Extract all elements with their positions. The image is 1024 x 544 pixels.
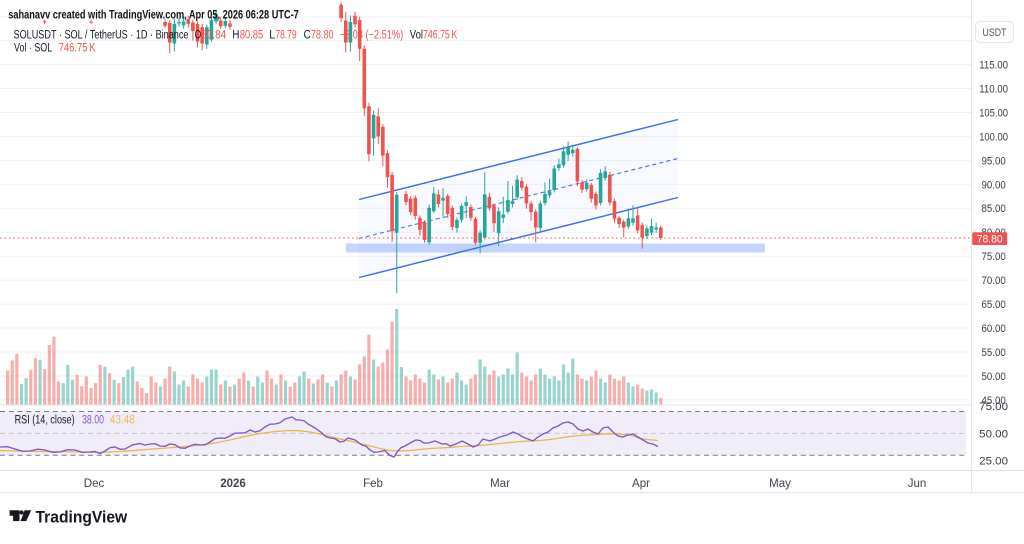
svg-text:60.00: 60.00: [982, 323, 1006, 335]
svg-text:65.00: 65.00: [982, 299, 1006, 311]
svg-text:43.48: 43.48: [110, 414, 135, 426]
svg-text:L: L: [269, 30, 275, 42]
svg-text:70.00: 70.00: [982, 275, 1006, 287]
svg-text:45.00: 45.00: [982, 395, 1006, 407]
svg-text:Vol: Vol: [410, 30, 423, 42]
svg-text:Feb: Feb: [363, 478, 383, 490]
svg-text:90.00: 90.00: [982, 179, 1006, 191]
svg-text:25.00: 25.00: [979, 456, 1008, 468]
svg-text:115.00: 115.00: [979, 60, 1008, 72]
svg-text:sahanavv created with TradingV: sahanavv created with TradingView.com, A…: [8, 8, 299, 22]
svg-text:−2.03 (−2.51%): −2.03 (−2.51%): [340, 30, 404, 42]
svg-text:746.75 K: 746.75 K: [59, 42, 96, 54]
svg-text:55.00: 55.00: [982, 347, 1006, 359]
svg-text:O: O: [195, 30, 202, 42]
svg-text:95.00: 95.00: [982, 155, 1006, 167]
svg-text:746.75 K: 746.75 K: [423, 30, 458, 42]
svg-text:Apr: Apr: [632, 478, 650, 490]
svg-text:38.00: 38.00: [82, 414, 104, 426]
svg-text:C: C: [304, 30, 311, 42]
svg-text:Mar: Mar: [490, 478, 510, 490]
svg-text:75.00: 75.00: [979, 401, 1008, 413]
svg-text:50.00: 50.00: [982, 371, 1006, 383]
svg-text:Dec: Dec: [84, 478, 105, 490]
svg-text:SOLUSDT · SOL / TetherUS · 1D: SOLUSDT · SOL / TetherUS · 1D · Binance: [14, 30, 189, 42]
svg-text:78.80: 78.80: [311, 30, 334, 42]
svg-text:May: May: [769, 478, 791, 490]
svg-text:78.80: 78.80: [977, 233, 1003, 245]
svg-text:50.00: 50.00: [979, 428, 1008, 440]
svg-text:Jun: Jun: [908, 478, 927, 490]
svg-text:85.00: 85.00: [982, 203, 1006, 215]
svg-text:105.00: 105.00: [979, 107, 1008, 119]
svg-text:80.85: 80.85: [240, 30, 264, 42]
svg-text:2026: 2026: [220, 478, 246, 490]
svg-text:80.84: 80.84: [201, 30, 226, 42]
svg-text:RSI (14, close): RSI (14, close): [15, 414, 75, 426]
svg-text:TradingView: TradingView: [36, 509, 128, 527]
svg-text:78.79: 78.79: [275, 30, 296, 42]
svg-text:110.00: 110.00: [979, 83, 1008, 95]
svg-text:100.00: 100.00: [979, 131, 1008, 143]
svg-text:75.00: 75.00: [982, 251, 1006, 263]
svg-text:H: H: [232, 30, 239, 42]
svg-text:Vol · SOL: Vol · SOL: [14, 42, 53, 54]
svg-text:USDT: USDT: [983, 27, 1007, 39]
